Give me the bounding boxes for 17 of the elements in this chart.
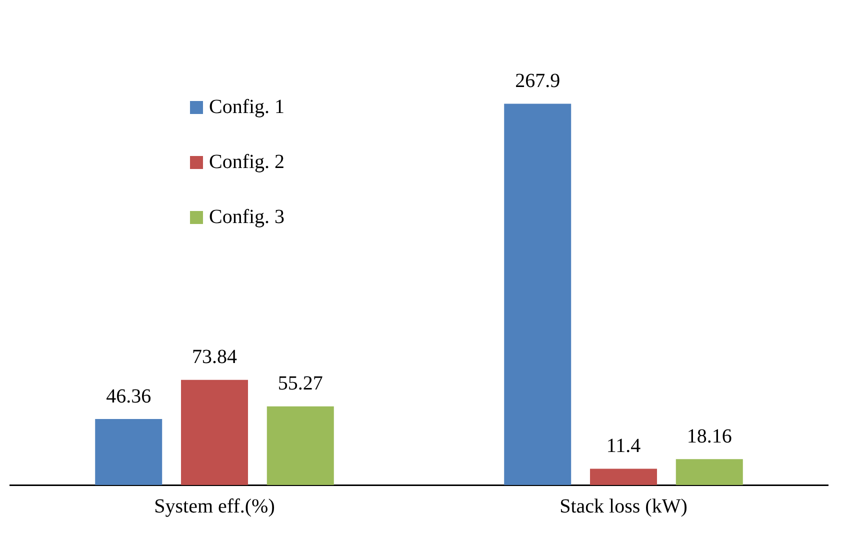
data-label: 55.27 bbox=[278, 372, 323, 395]
data-label: 267.9 bbox=[515, 70, 560, 92]
x-tick-label: Stack loss (kW) bbox=[560, 495, 688, 518]
legend-label: Config. 1 bbox=[209, 96, 285, 119]
x-tick-label: System eff.(%) bbox=[154, 495, 275, 518]
data-label: 18.16 bbox=[686, 425, 732, 448]
data-label: 46.36 bbox=[106, 385, 152, 408]
data-label: 73.84 bbox=[192, 346, 237, 368]
bar bbox=[590, 468, 657, 485]
bar bbox=[181, 380, 248, 485]
legend-label: Config. 3 bbox=[209, 206, 285, 229]
bar bbox=[676, 459, 743, 485]
bar bbox=[504, 104, 572, 485]
bar bbox=[266, 406, 334, 485]
bar bbox=[95, 419, 162, 485]
legend-label: Config. 2 bbox=[209, 151, 285, 174]
data-label: 11.4 bbox=[606, 435, 641, 458]
